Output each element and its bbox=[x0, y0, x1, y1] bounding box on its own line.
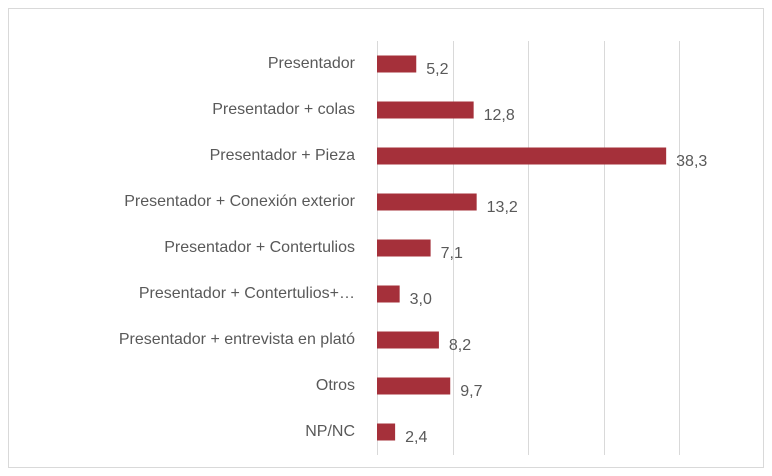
data-label: 7,1 bbox=[441, 245, 463, 262]
data-label: 9,7 bbox=[460, 383, 482, 400]
y-tick-label: NP/NC bbox=[305, 423, 355, 440]
y-tick-label: Presentador + Pieza bbox=[210, 147, 356, 164]
bar bbox=[377, 377, 451, 395]
data-label: 12,8 bbox=[484, 107, 515, 124]
bar bbox=[377, 101, 474, 119]
y-tick-label: Presentador + Conexión exterior bbox=[124, 193, 355, 210]
y-tick-label: Presentador + Contertulios bbox=[164, 239, 355, 256]
y-tick-label: Presentador + colas bbox=[212, 101, 355, 118]
data-label: 13,2 bbox=[487, 199, 518, 216]
data-label: 3,0 bbox=[410, 291, 432, 308]
y-tick-label: Otros bbox=[316, 377, 355, 394]
data-label: 2,4 bbox=[405, 429, 427, 446]
bar bbox=[377, 285, 400, 303]
data-label: 8,2 bbox=[449, 337, 471, 354]
y-tick-label: Presentador + entrevista en plató bbox=[119, 331, 355, 348]
data-label: 5,2 bbox=[426, 61, 448, 78]
bar bbox=[377, 423, 396, 441]
chart-border bbox=[8, 8, 764, 468]
bar bbox=[377, 147, 667, 165]
y-tick-label: Presentador bbox=[268, 55, 356, 72]
bar bbox=[377, 55, 417, 73]
bar bbox=[377, 193, 477, 211]
bar bbox=[377, 239, 431, 257]
bar bbox=[377, 331, 439, 349]
y-tick-label: Presentador + Contertulios+… bbox=[139, 285, 355, 302]
data-label: 38,3 bbox=[676, 153, 707, 170]
